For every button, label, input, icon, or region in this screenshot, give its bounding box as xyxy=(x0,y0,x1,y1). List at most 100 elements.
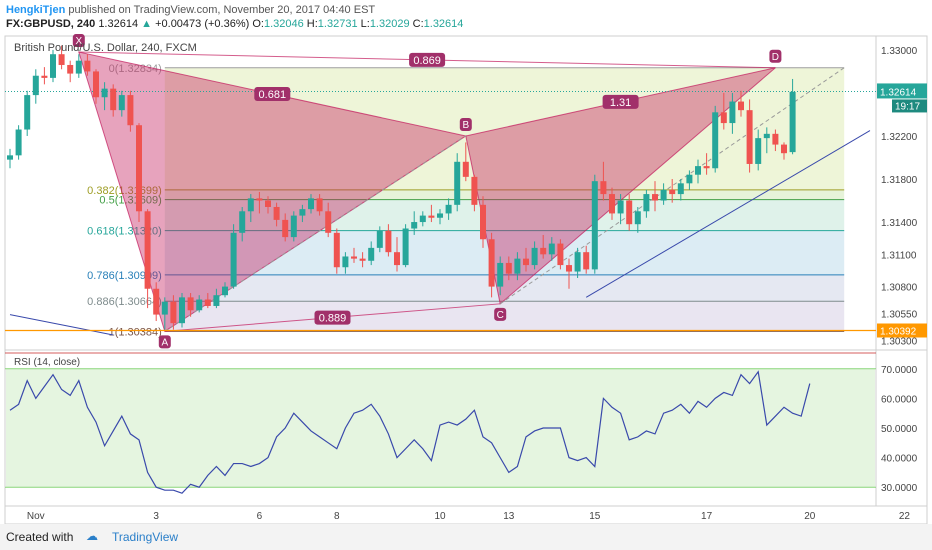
candle-body xyxy=(84,60,91,72)
candle-body xyxy=(789,91,796,153)
candle-body xyxy=(196,299,203,311)
candle-body xyxy=(290,215,297,238)
candle-body xyxy=(299,209,306,216)
price-tick-label: 1.31400 xyxy=(881,218,918,229)
quote-header: FX:GBPUSD, 240 1.32614 ▲ +0.00473 (+0.36… xyxy=(6,18,463,30)
candle-body xyxy=(161,301,168,315)
pattern-point-label: A xyxy=(161,337,168,348)
candle-body xyxy=(101,88,108,98)
candle-body xyxy=(755,138,762,164)
ratio-badge xyxy=(409,52,446,67)
candle-body xyxy=(437,213,443,218)
candle-body xyxy=(677,183,684,195)
symbol-label: FX:GBPUSD, 240 xyxy=(6,18,96,30)
candle-body xyxy=(600,181,607,195)
candle-body xyxy=(376,230,383,248)
candle-body xyxy=(566,265,572,272)
candle-body xyxy=(428,215,435,218)
candle-body xyxy=(359,258,366,261)
rsi-tick-label: 50.0000 xyxy=(881,424,918,435)
support-badge-label: 1.30392 xyxy=(880,326,917,337)
candle-body xyxy=(583,252,590,270)
candle-body xyxy=(50,54,56,78)
candle-body xyxy=(170,301,177,324)
candle-body xyxy=(368,247,375,261)
candle-body xyxy=(763,133,770,139)
candle-body xyxy=(153,288,160,315)
candle-body xyxy=(32,75,39,96)
candle-body xyxy=(523,258,529,266)
candle-body xyxy=(247,198,254,212)
ratio-label: 0.889 xyxy=(319,313,347,325)
candle-body xyxy=(660,189,667,201)
candle-body xyxy=(402,228,409,266)
candle-body xyxy=(7,155,13,160)
candle-body xyxy=(239,211,246,233)
time-tick-label: 8 xyxy=(334,511,340,522)
rsi-band-fill xyxy=(6,368,875,488)
candle-body xyxy=(652,194,658,201)
candle-body xyxy=(497,262,504,287)
candle-body xyxy=(75,60,82,74)
candle-body xyxy=(480,204,486,240)
candle-body xyxy=(591,181,598,270)
created-with-text: Created with xyxy=(6,530,74,544)
published-text: published on TradingView.com, November 2… xyxy=(68,4,376,16)
low-value: 1.32029 xyxy=(369,18,410,30)
pattern-point-label: D xyxy=(772,52,779,63)
support-badge xyxy=(877,323,927,338)
tradingview-cloud-icon[interactable]: ☁ xyxy=(86,529,98,543)
candle-body xyxy=(204,299,211,306)
footer-bar: Created with ☁ TradingView xyxy=(0,524,932,550)
candle-body xyxy=(746,110,753,164)
candle-body xyxy=(626,200,633,225)
candle-body xyxy=(179,297,185,324)
pattern-point-label: C xyxy=(497,310,504,321)
pattern-point-badge xyxy=(158,335,171,349)
fib-level-label: 0.618(1.31320) xyxy=(87,226,162,238)
candle-body xyxy=(127,95,134,126)
candle-body xyxy=(617,200,624,214)
pattern-point-badge xyxy=(72,34,85,48)
candle-body xyxy=(41,75,48,78)
candle-body xyxy=(557,243,564,266)
price-change: +0.00473 (+0.36%) xyxy=(155,18,250,30)
candle-body xyxy=(222,286,228,296)
author-name[interactable]: HengkiTjen xyxy=(6,4,66,16)
candle-body xyxy=(643,194,650,212)
time-tick-label: 10 xyxy=(434,511,446,522)
last-price: 1.32614 xyxy=(98,18,139,30)
candle-body xyxy=(308,198,314,210)
price-tick-label: 1.33000 xyxy=(881,46,918,57)
rsi-title: RSI (14, close) xyxy=(14,357,80,368)
close-value: 1.32614 xyxy=(423,18,464,30)
candle-body xyxy=(24,95,31,130)
candle-body xyxy=(256,198,263,201)
countdown-label: 19:17 xyxy=(895,101,920,112)
candle-body xyxy=(230,232,237,287)
candle-body xyxy=(514,258,521,274)
price-tick-label: 1.30800 xyxy=(881,283,918,294)
candle-body xyxy=(187,297,194,311)
candle-body xyxy=(118,95,125,111)
candle-body xyxy=(93,71,99,98)
candle-body xyxy=(531,247,538,266)
price-chart[interactable]: 0(1.32834) 0.382(1.31699)0.5(1.31609) 0.61… xyxy=(0,0,932,524)
candle-body xyxy=(695,166,701,175)
ratio-label: 0.681 xyxy=(259,89,287,101)
candle-body xyxy=(712,112,719,169)
candle-body xyxy=(574,252,581,272)
candle-body xyxy=(781,144,787,154)
rsi-line xyxy=(9,370,811,494)
candle-body xyxy=(609,194,615,214)
candle-body xyxy=(488,239,495,287)
candle-body xyxy=(351,256,357,259)
tradingview-brand[interactable]: TradingView xyxy=(112,530,179,544)
time-tick-label: 17 xyxy=(701,511,713,522)
fib-level-label: 1(1.30384) xyxy=(109,326,162,338)
candle-body xyxy=(394,252,400,266)
ratio-badge xyxy=(602,94,639,109)
candle-body xyxy=(772,133,779,145)
time-tick-label: 20 xyxy=(804,511,816,522)
rsi-tick-label: 60.0000 xyxy=(881,394,918,405)
